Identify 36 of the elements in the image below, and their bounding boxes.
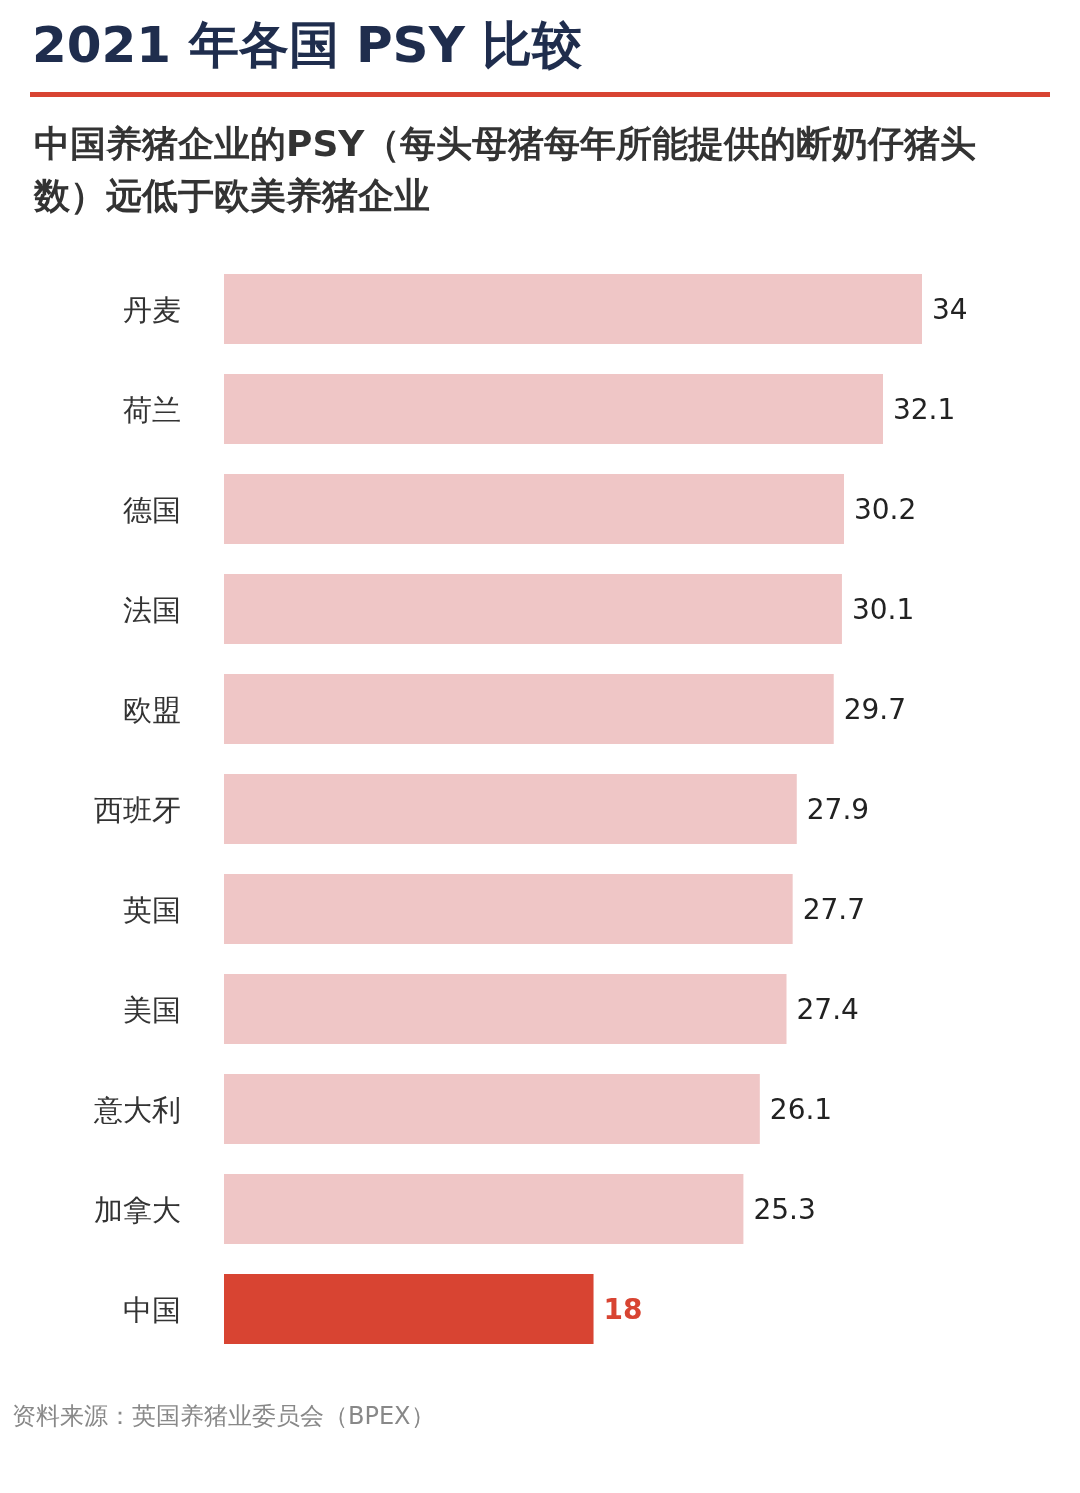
bar (224, 1074, 760, 1144)
bar (224, 274, 922, 344)
chart-title: 2021 年各国 PSY 比较 (32, 15, 583, 76)
y-tick-label: 美国 (123, 993, 181, 1027)
y-tick-label: 意大利 (93, 1093, 181, 1127)
y-tick-label: 德国 (123, 493, 181, 527)
y-tick-label: 欧盟 (123, 693, 181, 727)
data-label: 27.4 (796, 993, 859, 1026)
data-label: 25.3 (753, 1193, 816, 1226)
data-label: 29.7 (843, 693, 907, 726)
chart-subtitle: 中国养猪企业的PSY（每头母猪每年所能提供的断奶仔猪头数）远低于欧美养猪企业 (34, 122, 978, 218)
bar (224, 474, 844, 544)
data-label: 34 (932, 293, 968, 326)
data-label: 32.1 (892, 393, 956, 426)
y-tick-label: 中国 (123, 1293, 181, 1327)
y-tick-label: 加拿大 (94, 1193, 181, 1227)
bar (224, 574, 842, 644)
data-label: 27.7 (802, 893, 866, 926)
data-label: 30.1 (851, 593, 915, 626)
data-label: 30.2 (853, 493, 917, 526)
text: 资料来源：英国养猪业委员会（BPEX） (12, 1401, 435, 1432)
y-tick-label: 丹麦 (123, 293, 181, 327)
bar (224, 374, 883, 444)
y-tick-label: 西班牙 (94, 793, 181, 827)
y-tick-label: 法国 (123, 593, 181, 627)
bar (224, 774, 797, 844)
bar (224, 874, 793, 944)
y-tick-label: 荷兰 (123, 393, 181, 427)
data-label: 27.9 (806, 793, 870, 826)
data-label: 26.1 (769, 1093, 833, 1126)
y-tick-label: 英国 (123, 893, 181, 927)
data-label: 18 (603, 1293, 643, 1326)
bar (224, 1174, 744, 1244)
bar (224, 974, 787, 1044)
bar (224, 674, 834, 744)
bar (224, 1274, 594, 1344)
